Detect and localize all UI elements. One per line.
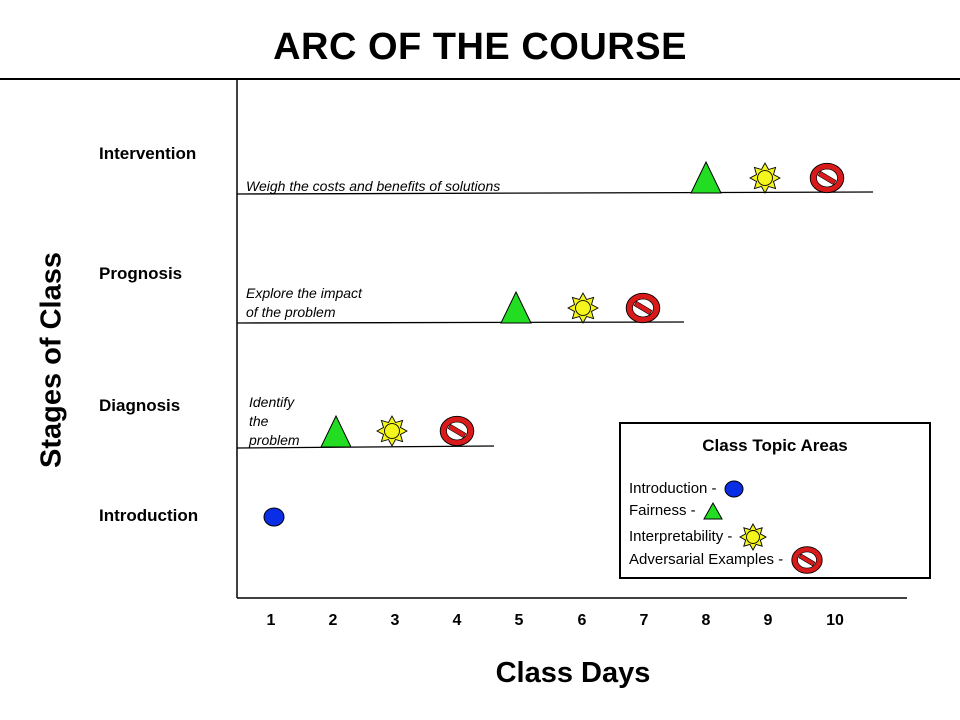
day-label: 8 xyxy=(701,612,711,629)
red-no-symbol-icon xyxy=(439,415,475,447)
green-triangle-icon xyxy=(702,501,723,520)
goal-line: problem xyxy=(249,432,300,448)
yellow-sun-icon xyxy=(739,523,768,551)
blue-circle-icon xyxy=(724,480,744,498)
stage-line-diagnosis xyxy=(236,445,495,449)
day-label: 4 xyxy=(452,612,462,629)
legend-label: Introduction - xyxy=(629,479,717,497)
stage-label-introduction: Introduction xyxy=(99,506,199,525)
goal-line: Weigh the costs and benefits of solution… xyxy=(246,178,501,194)
green-triangle-icon xyxy=(690,160,722,194)
day-label: 5 xyxy=(514,612,524,629)
legend-item-fairness: Fairness - xyxy=(629,501,724,521)
stage-label-prognosis: Prognosis xyxy=(99,264,183,283)
day-label: 6 xyxy=(577,612,587,629)
goal-line: Identify xyxy=(249,394,295,410)
goal-line: of the problem xyxy=(246,304,336,320)
legend-title: Class Topic Areas xyxy=(702,436,848,455)
red-no-symbol-icon xyxy=(791,546,823,574)
day-label: 10 xyxy=(826,612,844,629)
day-label: 7 xyxy=(639,612,649,629)
stage-line-prognosis xyxy=(236,321,685,324)
yellow-sun-icon xyxy=(567,292,599,324)
day-label: 9 xyxy=(763,612,773,629)
stage-label-intervention: Intervention xyxy=(99,144,197,163)
title-divider xyxy=(0,78,960,80)
goal-line: Explore the impact xyxy=(246,285,362,301)
legend-label: Adversarial Examples - xyxy=(629,550,784,568)
blue-circle-icon xyxy=(263,507,285,527)
day-label: 1 xyxy=(266,612,276,629)
red-no-symbol-icon xyxy=(809,162,845,194)
legend-item-introduction: Introduction - xyxy=(629,479,745,499)
legend-label: Fairness - xyxy=(629,501,696,519)
day-label: 2 xyxy=(328,612,338,629)
day-label: 3 xyxy=(390,612,400,629)
legend-item-interpretability: Interpretability - xyxy=(629,522,768,552)
stage-label-diagnosis: Diagnosis xyxy=(99,396,181,415)
x-axis-label: Class Days xyxy=(495,657,651,689)
yellow-sun-icon xyxy=(749,162,781,194)
legend-item-adversarial-examples: Adversarial Examples - xyxy=(629,544,825,576)
stage-goal-intervention: Weigh the costs and benefits of solution… xyxy=(246,177,500,196)
page-title: ARC OF THE COURSE xyxy=(273,26,687,68)
legend-label: Interpretability - xyxy=(629,527,733,545)
yellow-sun-icon xyxy=(376,415,408,447)
goal-line: the xyxy=(249,413,269,429)
green-triangle-icon xyxy=(320,414,352,448)
green-triangle-icon xyxy=(500,290,532,324)
legend: Class Topic Areas Introduction - Fairnes… xyxy=(619,422,931,579)
stage-line-intervention xyxy=(236,191,874,195)
stage-goal-diagnosis: Identify the problem xyxy=(249,393,300,450)
stage-goal-prognosis: Explore the impact of the problem xyxy=(246,284,362,322)
red-no-symbol-icon xyxy=(625,292,661,324)
